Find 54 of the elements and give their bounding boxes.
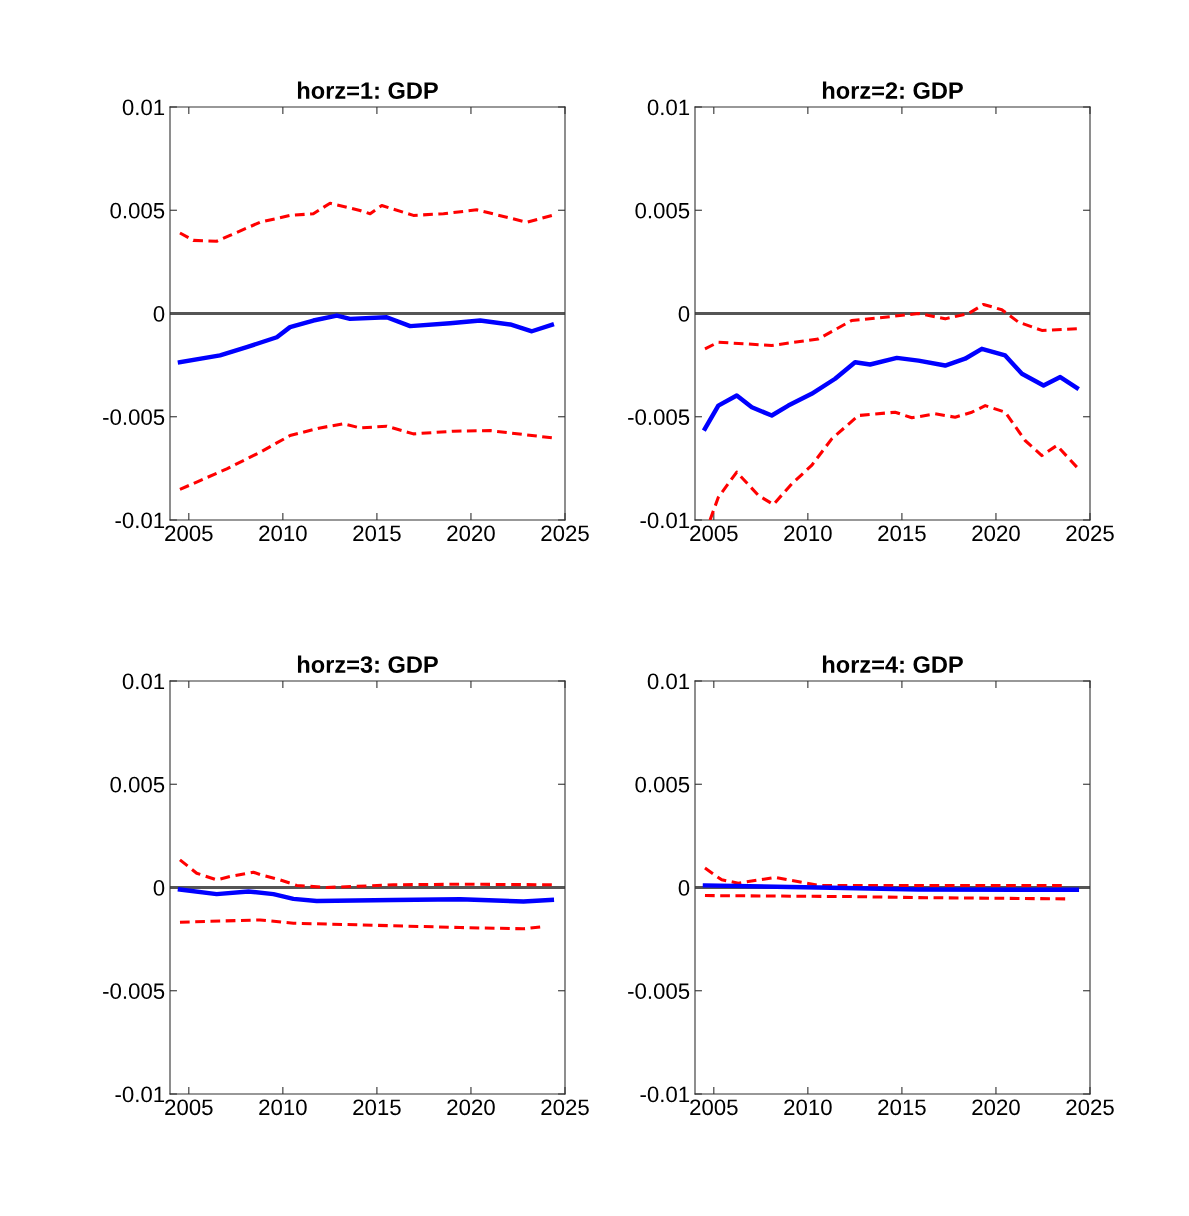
line-series <box>708 404 1079 520</box>
x-tick-label: 2020 <box>972 1099 1020 1116</box>
line-series <box>177 313 555 365</box>
x-tick-label: 2015 <box>878 525 926 542</box>
x-tick-label: 2025 <box>1066 525 1114 542</box>
x-tick-label: 2010 <box>784 525 832 542</box>
line-series <box>178 918 542 931</box>
x-tick-label: 2005 <box>690 1099 738 1116</box>
y-tick-label: -0.01 <box>640 1086 690 1103</box>
x-tick-label: 2010 <box>259 525 307 542</box>
chart-title: horz=1: GDP <box>297 81 438 99</box>
x-tick-label: 2005 <box>165 1099 213 1116</box>
y-tick-label: 0.01 <box>647 99 690 116</box>
x-tick-label: 2010 <box>784 1099 832 1116</box>
chart-title: horz=2: GDP <box>822 81 963 99</box>
y-tick-label: -0.01 <box>115 512 165 529</box>
x-tick-label: 2005 <box>690 525 738 542</box>
y-tick-label: -0.005 <box>103 983 165 1000</box>
x-tick-label: 2025 <box>541 525 589 542</box>
y-tick-label: -0.01 <box>640 512 690 529</box>
y-tick-label: 0.005 <box>110 776 165 793</box>
x-tick-label: 2015 <box>878 1099 926 1116</box>
line-series <box>703 302 1079 351</box>
y-tick-label: -0.01 <box>115 1086 165 1103</box>
x-tick-label: 2015 <box>353 525 401 542</box>
y-tick-label: 0 <box>678 306 690 322</box>
y-tick-label: -0.005 <box>628 409 690 426</box>
line-series <box>178 201 554 243</box>
x-tick-label: 2020 <box>972 525 1020 542</box>
x-tick-label: 2015 <box>353 1099 401 1116</box>
line-series <box>177 887 555 904</box>
y-tick-label: -0.005 <box>103 409 165 426</box>
x-tick-label: 2025 <box>541 1099 589 1116</box>
x-tick-label: 2005 <box>165 525 213 542</box>
y-tick-label: 0 <box>153 306 165 322</box>
line-series <box>178 422 554 491</box>
x-tick-label: 2020 <box>447 1099 495 1116</box>
line-series <box>178 858 554 890</box>
x-tick-label: 2025 <box>1066 1099 1114 1116</box>
chart-title: horz=3: GDP <box>297 655 438 673</box>
y-tick-label: 0 <box>153 880 165 896</box>
x-tick-label: 2020 <box>447 525 495 542</box>
y-tick-label: 0.005 <box>635 776 690 793</box>
y-tick-label: 0.01 <box>647 673 690 690</box>
chart-title: horz=4: GDP <box>822 655 963 673</box>
x-tick-label: 2010 <box>259 1099 307 1116</box>
y-tick-label: 0 <box>678 880 690 896</box>
line-series <box>702 346 1080 431</box>
y-tick-label: 0.01 <box>122 99 165 116</box>
y-tick-label: 0.005 <box>635 202 690 219</box>
y-tick-label: 0.005 <box>110 202 165 219</box>
y-tick-label: -0.005 <box>628 983 690 1000</box>
line-series <box>703 866 1064 887</box>
y-tick-label: 0.01 <box>122 673 165 690</box>
